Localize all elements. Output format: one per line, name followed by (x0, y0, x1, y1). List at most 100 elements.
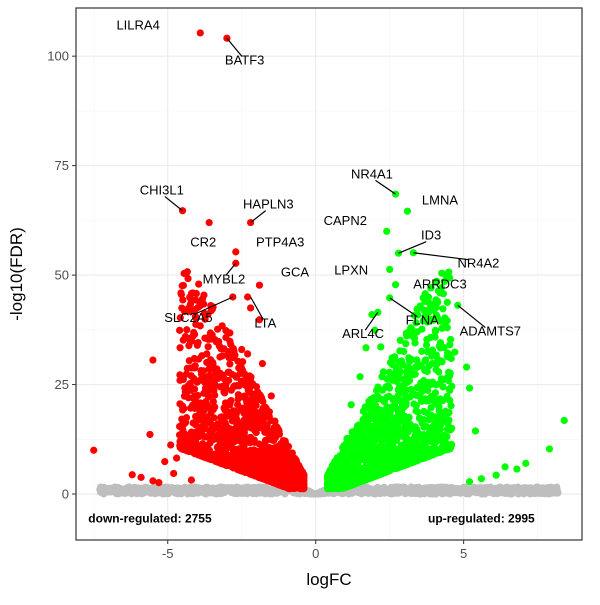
point-up-regulated (501, 463, 509, 471)
point-up-regulated (403, 419, 412, 427)
point-down-regulated (224, 434, 232, 442)
point-up-regulated (465, 384, 474, 392)
point-up-regulated (371, 448, 380, 456)
point-down-regulated (209, 426, 217, 434)
point-down-regulated (173, 454, 181, 462)
point-up-regulated (465, 478, 474, 486)
point-up-regulated (419, 294, 427, 302)
point-up-regulated (343, 453, 351, 461)
point-down-regulated (236, 421, 245, 429)
point-up-regulated (431, 389, 440, 397)
point-not-significant (127, 489, 135, 497)
point-up-regulated (411, 426, 420, 434)
label-leader-line (389, 297, 418, 318)
point-up-regulated (386, 407, 395, 415)
point-up-regulated (441, 318, 449, 327)
point-up-regulated (446, 341, 454, 349)
point-down-regulated (300, 470, 308, 478)
point-up-regulated (355, 469, 363, 477)
point-down-regulated (279, 482, 288, 491)
point-up-regulated (354, 422, 362, 430)
point-up-regulated (412, 328, 420, 336)
point-up-regulated (372, 432, 381, 440)
point-not-significant (479, 489, 487, 497)
point-up-regulated (442, 271, 450, 279)
point-down-regulated (284, 462, 292, 470)
point-up-regulated (324, 476, 332, 484)
point-down-regulated (222, 446, 230, 454)
point-not-significant (124, 483, 133, 491)
label-leader-line (250, 296, 264, 320)
point-up-regulated (492, 471, 500, 479)
y-tick-label: 50 (55, 268, 69, 283)
point-down-regulated (238, 345, 246, 354)
point-down-regulated (244, 383, 252, 392)
point-down-regulated (193, 399, 201, 407)
point-up-regulated (389, 376, 397, 384)
point-not-significant (466, 485, 474, 493)
point-not-significant (305, 489, 314, 497)
point-down-regulated (181, 388, 190, 396)
point-down-regulated (260, 421, 269, 429)
point-down-regulated (218, 440, 226, 448)
label-leader-line (413, 252, 469, 261)
point-up-regulated (431, 422, 439, 430)
point-up-regulated (371, 326, 379, 334)
gene-label: LILRA4 (116, 18, 159, 33)
point-down-regulated (176, 438, 184, 446)
gene-label: LMNA (422, 193, 458, 208)
point-down-regulated (201, 315, 209, 323)
point-down-regulated (248, 459, 256, 468)
point-up-regulated (439, 397, 447, 405)
point-down-regulated (190, 404, 199, 412)
point-down-regulated (246, 373, 255, 382)
point-down-regulated (176, 371, 184, 379)
point-down-regulated (231, 431, 239, 439)
point-down-regulated (187, 476, 196, 484)
point-not-significant (273, 489, 281, 497)
point-down-regulated (203, 401, 212, 410)
point-down-regulated (220, 375, 228, 383)
point-down-regulated (271, 417, 279, 425)
label-leader-line (375, 179, 396, 195)
point-down-regulated (231, 351, 239, 359)
point-up-regulated (423, 382, 431, 390)
point-down-regulated (180, 269, 188, 278)
point-down-regulated (199, 412, 207, 420)
point-up-regulated (407, 355, 416, 364)
point-down-regulated (265, 448, 274, 457)
point-up-regulated (396, 336, 404, 344)
point-down-regulated (185, 341, 193, 350)
point-down-regulated (197, 424, 205, 432)
point-up-regulated (400, 454, 408, 462)
point-up-regulated (432, 399, 440, 407)
point-down-regulated (280, 446, 289, 454)
point-up-regulated (410, 334, 419, 342)
point-down-regulated (209, 358, 217, 367)
point-up-regulated (390, 401, 399, 409)
point-down-regulated (225, 368, 233, 376)
point-down-regulated (195, 355, 203, 363)
point-down-regulated (267, 473, 275, 481)
point-down-regulated (155, 479, 163, 487)
point-not-significant (425, 489, 434, 497)
panel-border (75, 7, 583, 541)
point-up-regulated (433, 313, 441, 321)
point-down-regulated (184, 274, 192, 283)
point-not-significant (176, 485, 184, 494)
point-not-significant (391, 483, 399, 491)
point-down-regulated (244, 293, 252, 301)
point-up-regulated (407, 324, 415, 332)
point-not-significant (216, 483, 224, 491)
down-regulated-count: down-regulated: 2755 (88, 512, 212, 526)
point-up-regulated (377, 450, 385, 458)
point-up-regulated (334, 462, 342, 471)
point-not-significant (112, 490, 121, 498)
point-down-regulated (226, 401, 234, 409)
point-down-regulated (255, 281, 264, 289)
point-down-regulated (175, 431, 184, 439)
point-down-regulated (255, 316, 264, 324)
point-up-regulated (368, 438, 376, 446)
point-not-significant (143, 487, 151, 495)
point-down-regulated (261, 436, 270, 444)
